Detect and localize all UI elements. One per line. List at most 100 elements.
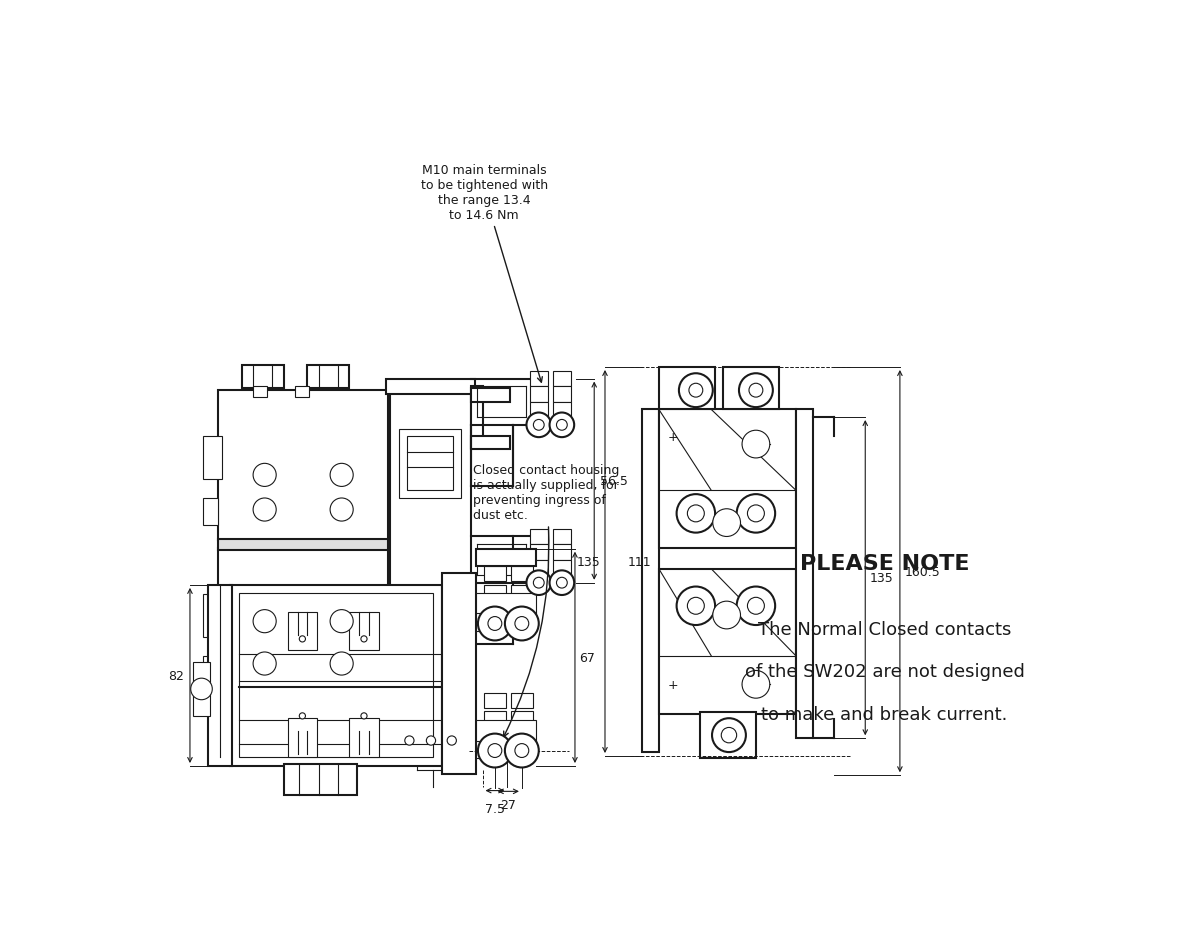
Bar: [241, 365, 284, 388]
Bar: [529, 372, 548, 387]
Circle shape: [253, 610, 276, 633]
Bar: [295, 689, 310, 699]
Circle shape: [550, 571, 574, 595]
Text: 56.5: 56.5: [600, 475, 629, 488]
Circle shape: [505, 734, 539, 768]
Bar: [700, 712, 756, 758]
Circle shape: [505, 607, 539, 641]
Bar: [553, 402, 571, 417]
Circle shape: [330, 610, 353, 633]
Bar: [203, 437, 222, 479]
Bar: [203, 499, 218, 525]
Text: The Normal Closed contacts: The Normal Closed contacts: [758, 621, 1012, 638]
Circle shape: [742, 431, 769, 459]
Circle shape: [688, 505, 704, 522]
Text: 27: 27: [500, 797, 516, 811]
Bar: [239, 593, 433, 757]
Circle shape: [527, 571, 551, 595]
Bar: [529, 560, 548, 576]
Bar: [659, 368, 715, 410]
Bar: [284, 765, 358, 796]
Circle shape: [748, 505, 764, 522]
Circle shape: [737, 494, 775, 534]
Bar: [349, 612, 379, 651]
Circle shape: [742, 671, 769, 698]
Bar: [476, 549, 536, 566]
Bar: [476, 720, 536, 758]
Circle shape: [739, 373, 773, 408]
Bar: [659, 410, 796, 548]
Bar: [484, 585, 505, 601]
Bar: [230, 585, 442, 767]
Bar: [511, 585, 533, 601]
Circle shape: [748, 598, 764, 615]
Bar: [396, 725, 466, 750]
Circle shape: [488, 617, 502, 631]
Bar: [476, 593, 536, 632]
Circle shape: [299, 636, 306, 642]
Bar: [659, 569, 796, 714]
Bar: [659, 548, 796, 569]
Circle shape: [404, 736, 414, 745]
Circle shape: [557, 578, 568, 589]
Circle shape: [361, 713, 367, 719]
Bar: [288, 612, 317, 651]
Text: of the SW202 are not designed: of the SW202 are not designed: [744, 663, 1025, 680]
Bar: [386, 379, 475, 395]
Circle shape: [712, 719, 746, 753]
Circle shape: [330, 652, 353, 676]
Bar: [511, 566, 533, 581]
Circle shape: [713, 509, 740, 537]
Circle shape: [299, 713, 306, 719]
Bar: [400, 430, 461, 499]
Circle shape: [253, 499, 276, 521]
Bar: [511, 602, 533, 618]
Text: 7.5: 7.5: [485, 802, 505, 815]
Bar: [511, 693, 533, 709]
Circle shape: [330, 499, 353, 521]
Bar: [288, 719, 317, 757]
Circle shape: [253, 464, 276, 487]
Circle shape: [191, 679, 212, 700]
Bar: [218, 390, 388, 541]
Bar: [386, 713, 475, 727]
Bar: [484, 710, 505, 726]
Bar: [442, 574, 476, 774]
Bar: [407, 602, 454, 656]
Circle shape: [533, 420, 544, 431]
Text: 160.5: 160.5: [905, 565, 941, 578]
Circle shape: [557, 420, 568, 431]
Circle shape: [515, 617, 529, 631]
Text: 111: 111: [628, 555, 652, 568]
Bar: [553, 387, 571, 402]
Circle shape: [361, 636, 367, 642]
Bar: [396, 711, 466, 740]
Text: 82: 82: [168, 669, 184, 682]
Bar: [472, 388, 510, 402]
Bar: [307, 698, 349, 722]
Circle shape: [689, 384, 703, 398]
Bar: [529, 545, 548, 560]
Bar: [203, 656, 218, 683]
Bar: [484, 602, 505, 618]
Bar: [642, 410, 659, 753]
Circle shape: [688, 598, 704, 615]
Circle shape: [515, 744, 529, 757]
Bar: [722, 368, 779, 410]
Bar: [407, 437, 454, 490]
Bar: [484, 729, 505, 744]
Bar: [218, 539, 388, 550]
Circle shape: [679, 373, 713, 408]
Bar: [796, 410, 812, 739]
Bar: [203, 594, 222, 636]
Text: 135: 135: [870, 572, 894, 585]
Circle shape: [533, 578, 544, 589]
Bar: [193, 663, 210, 716]
Circle shape: [488, 744, 502, 757]
Circle shape: [478, 607, 512, 641]
Text: M10 main terminals
to be tightened with
the range 13.4
to 14.6 Nm: M10 main terminals to be tightened with …: [420, 164, 547, 383]
Bar: [553, 529, 571, 545]
Bar: [529, 402, 548, 417]
Text: 135: 135: [577, 555, 600, 568]
Bar: [253, 387, 266, 398]
